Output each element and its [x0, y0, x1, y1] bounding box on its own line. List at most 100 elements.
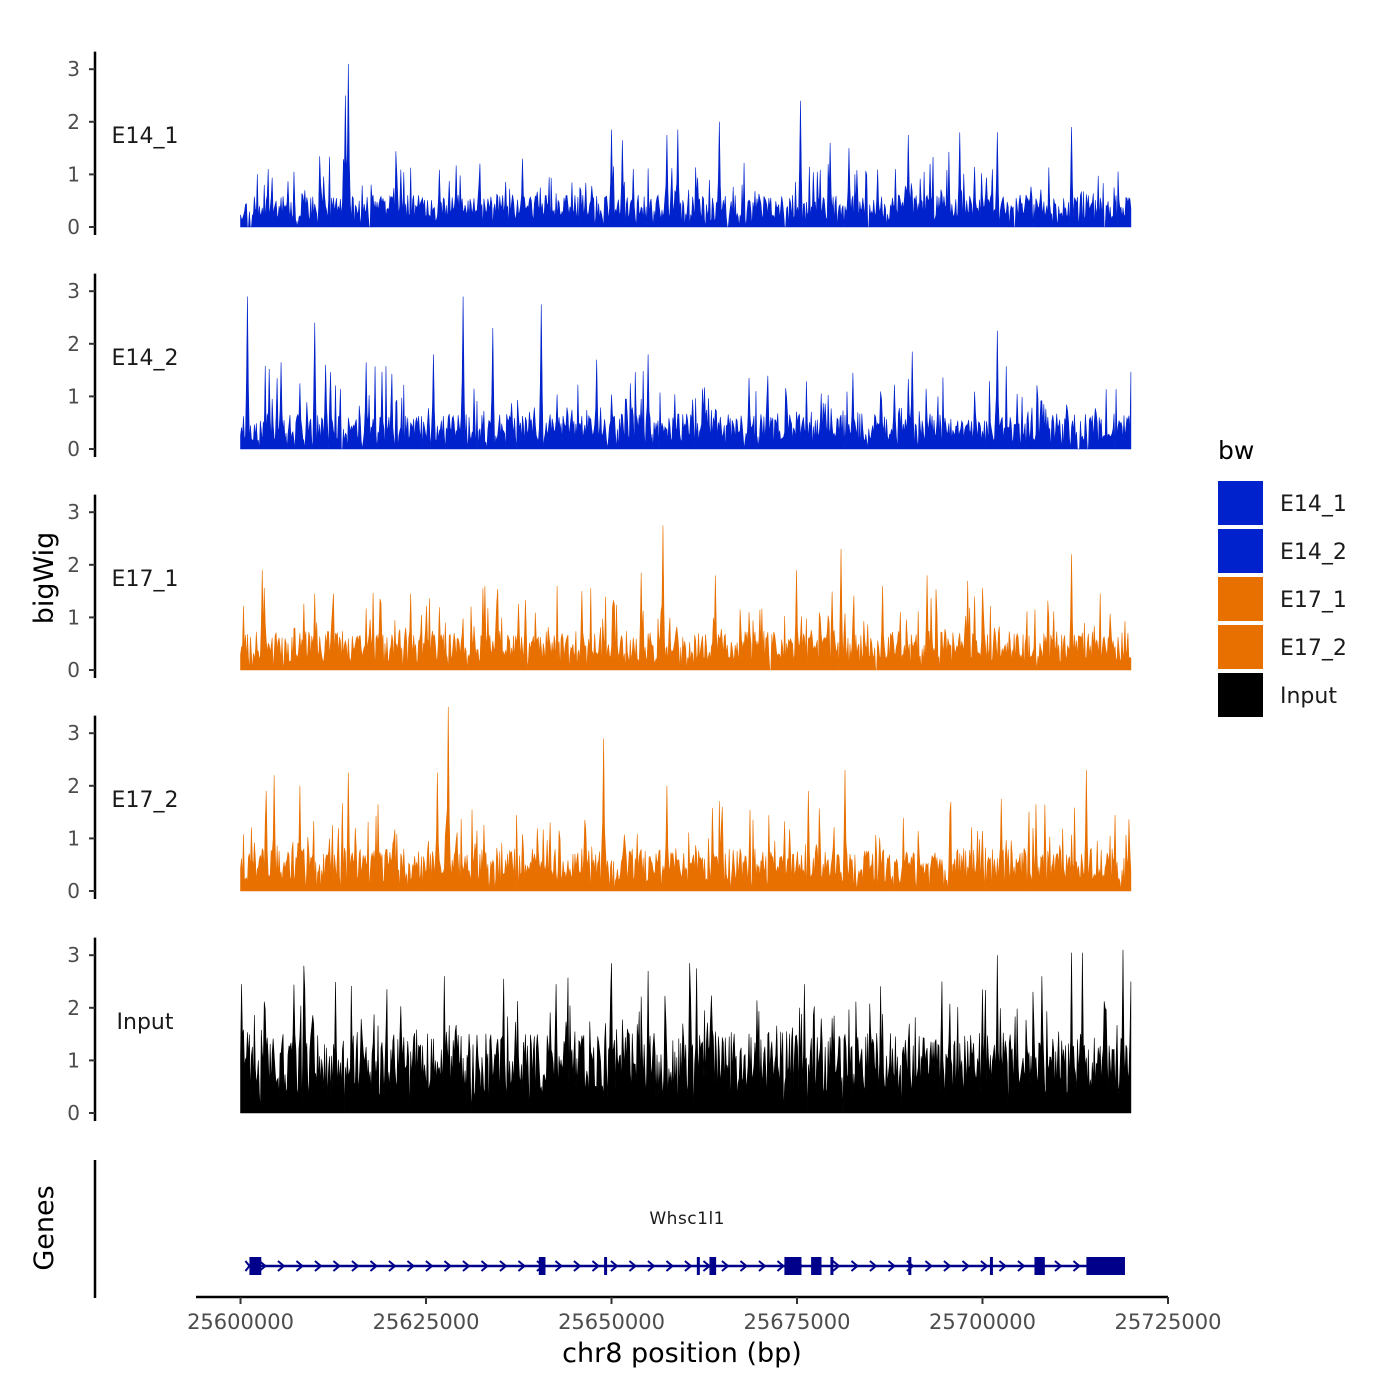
legend-item-E17_1: E17_1	[1218, 577, 1347, 621]
legend-label: Input	[1280, 684, 1337, 709]
y-tick-label: 0	[67, 1101, 80, 1125]
strand-arrow	[739, 1260, 748, 1272]
x-tick-label: 25650000	[558, 1310, 665, 1334]
legend-swatch	[1218, 529, 1263, 573]
strand-arrow	[332, 1260, 341, 1272]
genes-panel-title: Genes	[29, 1185, 60, 1270]
strand-arrow	[425, 1260, 434, 1272]
exon	[538, 1257, 546, 1275]
x-tick-label: 25625000	[373, 1310, 480, 1334]
strand-arrow	[758, 1260, 767, 1272]
strand-arrow	[1072, 1260, 1081, 1272]
strand-arrow	[1054, 1260, 1063, 1272]
legend-item-E14_2: E14_2	[1218, 529, 1347, 573]
strand-arrow	[295, 1260, 304, 1272]
strand-arrow	[628, 1260, 637, 1272]
track-label: E17_2	[112, 788, 179, 813]
y-tick-label: 1	[67, 1048, 80, 1072]
legend-item-E14_1: E14_1	[1218, 481, 1347, 525]
strand-arrow	[832, 1260, 841, 1272]
y-tick-label: 1	[67, 384, 80, 408]
strand-arrow	[591, 1260, 600, 1272]
exon	[811, 1257, 822, 1275]
y-tick-label: 2	[67, 996, 80, 1020]
strand-arrow	[850, 1260, 859, 1272]
strand-arrow	[277, 1260, 286, 1272]
y-tick-label: 2	[67, 332, 80, 356]
legend-label: E14_2	[1280, 540, 1347, 565]
exon	[696, 1257, 700, 1275]
exon	[249, 1257, 262, 1275]
strand-arrow	[869, 1260, 878, 1272]
y-tick-label: 0	[67, 215, 80, 239]
strand-arrow	[887, 1260, 896, 1272]
strand-arrow	[943, 1260, 952, 1272]
coverage-area-E17_2	[240, 706, 1132, 892]
strand-arrow	[998, 1260, 1007, 1272]
strand-arrow	[610, 1260, 619, 1272]
x-axis: 25600000 25625000 25650000 25675000 25700000…	[187, 1295, 1222, 1334]
y-tick-label: 2	[67, 110, 80, 134]
strand-arrow	[721, 1260, 730, 1272]
exon	[784, 1257, 802, 1275]
strand-arrow	[480, 1260, 489, 1272]
legend-label: E17_2	[1280, 636, 1347, 661]
y-tick-label: 3	[67, 943, 80, 967]
gene-name-label: Whsc1l1	[649, 1209, 725, 1229]
x-tick-label: 25725000	[1115, 1310, 1222, 1334]
coverage-area-E14_1	[240, 63, 1132, 228]
x-axis-title: chr8 position (bp)	[562, 1338, 802, 1369]
genes-panel: Whsc1l1	[93, 1160, 1125, 1298]
exon	[604, 1257, 608, 1275]
legend-swatch	[1218, 577, 1263, 621]
exon	[1034, 1257, 1045, 1275]
strand-arrow	[351, 1260, 360, 1272]
y-tick-label: 0	[67, 658, 80, 682]
coverage-area-E17_1	[240, 525, 1132, 671]
legend-swatch	[1218, 673, 1263, 717]
legend-item-E17_2: E17_2	[1218, 625, 1347, 669]
track-E17_1: 0 1 2 3 E17_1	[67, 494, 1132, 682]
track-E14_2: 0 1 2 3 E14_2	[67, 273, 1132, 461]
y-tick-label: 3	[67, 500, 80, 524]
track-label: E14_2	[112, 346, 179, 371]
strand-arrow	[573, 1260, 582, 1272]
strand-arrow	[369, 1260, 378, 1272]
exon	[908, 1257, 912, 1275]
y-tick-label: 3	[67, 57, 80, 81]
y-tick-label: 2	[67, 774, 80, 798]
strand-arrow	[776, 1260, 785, 1272]
y-tick-label: 1	[67, 162, 80, 186]
track-Input: 0 1 2 3 Input	[67, 937, 1132, 1125]
exon	[989, 1257, 993, 1275]
y-axis-title: bigWig	[29, 532, 60, 625]
track-label: Input	[117, 1010, 174, 1035]
coverage-area-Input	[240, 949, 1132, 1114]
x-tick-label: 25600000	[187, 1310, 294, 1334]
y-tick-label: 0	[67, 879, 80, 903]
track-label: E14_1	[112, 124, 179, 149]
strand-arrow	[961, 1260, 970, 1272]
exon	[1086, 1257, 1125, 1275]
strand-arrow	[647, 1260, 656, 1272]
legend-label: E17_1	[1280, 588, 1347, 613]
legend: bw E14_1 E14_2 E17_1 E17_2 Input	[1218, 436, 1347, 717]
strand-arrow	[443, 1260, 452, 1272]
strand-arrow	[980, 1260, 989, 1272]
track-label: E17_1	[112, 567, 179, 592]
legend-title: bw	[1218, 436, 1254, 465]
y-tick-label: 3	[67, 721, 80, 745]
legend-swatch	[1218, 625, 1263, 669]
strand-arrow	[702, 1260, 711, 1272]
strand-arrow	[684, 1260, 693, 1272]
strand-arrow	[462, 1260, 471, 1272]
legend-label: E14_1	[1280, 492, 1347, 517]
y-tick-label: 3	[67, 279, 80, 303]
strand-arrow	[258, 1260, 267, 1272]
y-tick-label: 2	[67, 553, 80, 577]
y-tick-label: 1	[67, 826, 80, 850]
coverage-area-E14_2	[240, 296, 1132, 450]
y-tick-label: 0	[67, 437, 80, 461]
strand-arrow	[406, 1260, 415, 1272]
